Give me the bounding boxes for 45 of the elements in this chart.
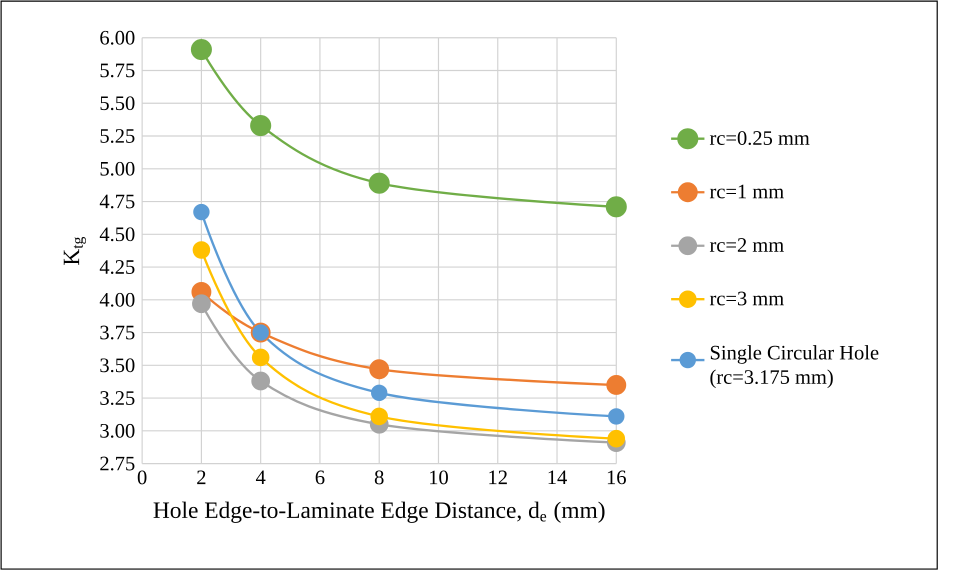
y-tick-label: 3.00: [100, 424, 134, 438]
y-axis-title: K$_{tg}$: [64, 236, 86, 265]
legend-label: rc=0.25 mm: [710, 131, 810, 145]
point: [252, 348, 270, 366]
y-tick-label: 4.25: [100, 260, 134, 274]
x-tick-label: 8: [374, 470, 384, 484]
legend-label: rc=1 mm: [710, 184, 784, 198]
y-tick-label: 5.25: [100, 129, 134, 143]
point: [192, 294, 211, 314]
point: [190, 38, 212, 60]
x-tick-label: 4: [256, 470, 266, 484]
y-tick-label: 5.00: [100, 162, 134, 176]
y-tick-label: 4.00: [100, 292, 134, 307]
x-tick-label: 14: [548, 470, 567, 484]
y-tick-label: 3.50: [100, 358, 134, 372]
x-tick-label: 12: [489, 470, 507, 484]
y-tick-label: 4.75: [100, 194, 134, 208]
point: [370, 408, 388, 426]
point: [606, 196, 627, 218]
point: [250, 114, 272, 136]
point: [369, 359, 390, 380]
x-tick-label: 16: [608, 470, 626, 484]
point: [368, 172, 390, 194]
legend-label: rc=2 mm: [710, 238, 784, 252]
y-tick-label: 3.75: [100, 326, 134, 340]
x-tick-label: 6: [316, 470, 324, 484]
x-tick-label: 10: [430, 470, 448, 484]
x-axis-title: Hole Edge-to-Laminate Edge Distance, d$_{e}$ (mm): [154, 502, 605, 523]
point: [371, 384, 388, 401]
y-tick-label: 6.00: [100, 30, 134, 45]
point: [251, 372, 270, 390]
point: [608, 430, 626, 448]
x-tick-label: 0: [138, 470, 146, 484]
point: [193, 204, 210, 220]
y-tick-label: 5.75: [100, 64, 134, 78]
legend-label: Single Circular Hole (rc=3.175 mm): [710, 345, 878, 388]
y-tick-label: 5.50: [100, 96, 134, 110]
y-tick-label: 3.25: [100, 391, 134, 405]
point: [606, 374, 626, 395]
y-tick-label: 4.50: [100, 227, 134, 242]
point: [192, 241, 210, 259]
y-tick-label: 2.75: [100, 456, 134, 470]
x-tick-label: 2: [197, 470, 206, 484]
legend-label: rc=3 mm: [710, 292, 784, 306]
point: [608, 408, 624, 425]
